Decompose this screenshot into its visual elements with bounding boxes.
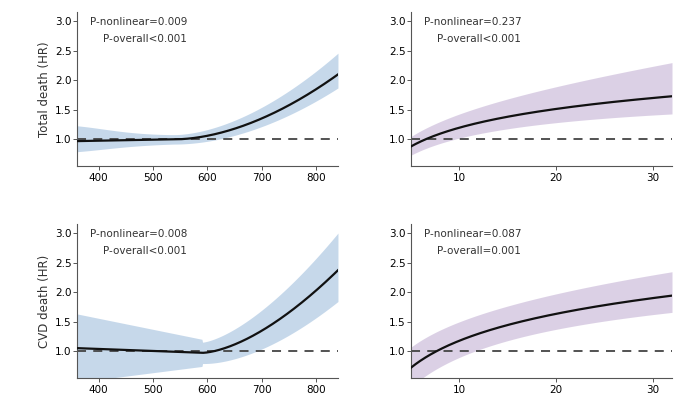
Y-axis label: CVD death (HR): CVD death (HR)	[38, 254, 50, 347]
Text: P-nonlinear=0.009: P-nonlinear=0.009	[90, 17, 188, 27]
Text: P-overall=0.001: P-overall=0.001	[437, 246, 521, 256]
Text: P-nonlinear=0.008: P-nonlinear=0.008	[90, 229, 188, 239]
Text: P-overall<0.001: P-overall<0.001	[103, 246, 187, 256]
Y-axis label: Total death (HR): Total death (HR)	[38, 42, 50, 137]
Text: P-nonlinear=0.087: P-nonlinear=0.087	[424, 229, 522, 239]
Text: P-nonlinear=0.237: P-nonlinear=0.237	[424, 17, 522, 27]
Text: P-overall<0.001: P-overall<0.001	[437, 34, 521, 44]
Text: P-overall<0.001: P-overall<0.001	[103, 34, 187, 44]
